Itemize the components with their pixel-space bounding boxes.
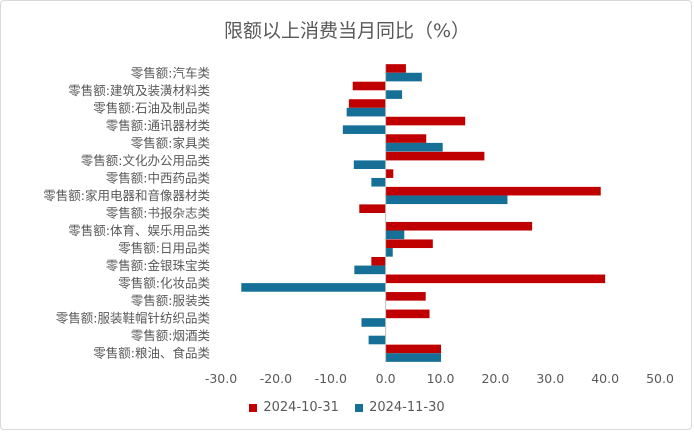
bar-series-2-cat-3 xyxy=(346,107,386,117)
category-label: 零售额:中西药品类 xyxy=(106,170,211,185)
category-label: 零售额:服装鞋帽针纺织品类 xyxy=(56,311,211,326)
legend-item-series-2: 2024-11-30 xyxy=(355,400,445,415)
bar-series-2-cat-10 xyxy=(385,230,405,240)
category-label: 零售额:通讯器材类 xyxy=(106,118,211,133)
x-tick-label: 20.0 xyxy=(481,371,509,386)
category-label: 零售额:家具类 xyxy=(131,135,211,150)
bar-series-1-cat-5 xyxy=(385,134,427,143)
bar-series-1-cat-11 xyxy=(385,239,433,249)
legend-label-series-2: 2024-11-30 xyxy=(369,400,445,415)
x-tick-label: 50.0 xyxy=(646,371,674,386)
category-label: 零售额:服装类 xyxy=(131,293,211,308)
bar-series-1-cat-13 xyxy=(385,274,606,284)
legend-item-series-1: 2024-10-31 xyxy=(249,400,339,415)
category-label: 零售额:烟酒类 xyxy=(131,328,211,343)
category-labels: 零售额:汽车类零售额:建筑及装潢材料类零售额:石油及制品类零售额:通讯器材类零售… xyxy=(43,65,210,360)
bar-series-2-cat-7 xyxy=(371,177,386,187)
bar-series-2-cat-1 xyxy=(385,72,422,82)
bar-series-1-cat-15 xyxy=(385,309,430,319)
chart-title: 限额以上消费当月同比（%） xyxy=(223,20,471,42)
bar-series-1-cat-1 xyxy=(385,64,406,73)
category-label: 零售额:家用电器和音像器材类 xyxy=(43,188,210,203)
legend-swatch-series-1 xyxy=(249,403,258,412)
x-tick-label: 0.0 xyxy=(376,371,396,386)
category-label: 零售额:书报杂志类 xyxy=(106,206,211,221)
x-tick-label: 10.0 xyxy=(427,371,455,386)
x-tick-label: -30.0 xyxy=(205,371,237,386)
legend: 2024-10-31 2024-11-30 xyxy=(0,400,694,416)
bar-series-1-cat-4 xyxy=(385,116,466,126)
x-tick-label: 30.0 xyxy=(536,371,564,386)
bar-series-2-cat-4 xyxy=(342,125,386,134)
category-label: 零售额:建筑及装潢材料类 xyxy=(68,83,210,98)
bar-series-1-cat-12 xyxy=(371,256,386,266)
bar-series-2-cat-11 xyxy=(385,248,393,257)
category-label: 零售额:石油及制品类 xyxy=(93,100,210,115)
category-label: 零售额:汽车类 xyxy=(131,65,211,80)
bar-series-1-cat-3 xyxy=(348,99,386,108)
bar-series-1-cat-8 xyxy=(385,186,601,196)
legend-swatch-series-2 xyxy=(355,403,364,412)
bar-series-1-cat-17 xyxy=(385,344,442,354)
legend-label-series-1: 2024-10-31 xyxy=(263,400,339,415)
bar-series-1-cat-9 xyxy=(359,204,386,213)
x-tick-label: -20.0 xyxy=(260,371,292,386)
bar-series-2-cat-2 xyxy=(385,90,403,99)
bar-series-2-cat-15 xyxy=(361,318,386,327)
category-label: 零售额:体育、娱乐用品类 xyxy=(68,223,210,238)
bar-series-1-cat-7 xyxy=(385,169,394,178)
category-label: 零售额:粮油、食品类 xyxy=(93,346,210,361)
bar-series-1-cat-14 xyxy=(385,292,426,301)
bar-series-2-cat-17 xyxy=(385,353,442,362)
bar-series-1-cat-10 xyxy=(385,221,533,231)
bar-series-1-cat-6 xyxy=(385,151,485,161)
x-tick-label: -10.0 xyxy=(315,371,347,386)
bar-series-2-cat-5 xyxy=(385,142,443,152)
category-label: 零售额:文化办公用品类 xyxy=(81,153,211,168)
category-label: 零售额:化妆品类 xyxy=(118,276,210,291)
x-tick-labels: -30.0 -20.0 -10.0 0.0 10.0 20.0 30.0 40.0 50.0 xyxy=(205,371,674,386)
bar-series-2-cat-13 xyxy=(241,283,386,292)
bars-layer xyxy=(241,64,606,362)
bar-series-1-cat-2 xyxy=(352,81,386,91)
category-label: 零售额:日用品类 xyxy=(118,241,210,256)
bar-series-2-cat-12 xyxy=(354,265,386,275)
category-label: 零售额:金银珠宝类 xyxy=(106,258,211,273)
bar-series-2-cat-6 xyxy=(353,160,386,170)
x-tick-label: 40.0 xyxy=(591,371,619,386)
bar-series-2-cat-8 xyxy=(385,195,508,205)
bar-series-2-cat-16 xyxy=(368,335,386,345)
